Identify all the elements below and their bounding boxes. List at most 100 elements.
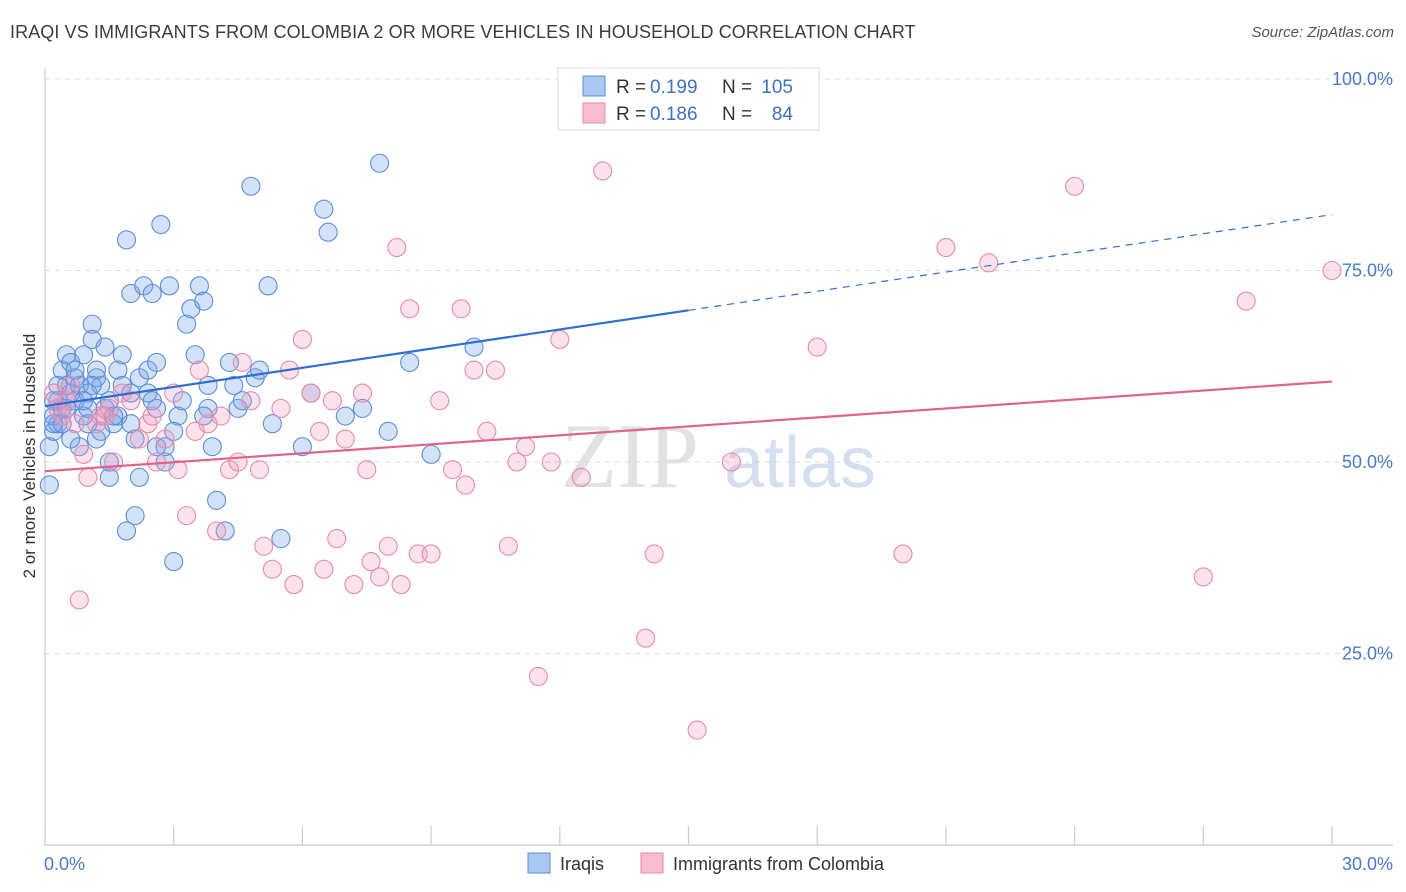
point-colombia — [370, 567, 390, 587]
point-colombia — [936, 237, 956, 258]
point-iraqis — [95, 337, 115, 357]
point-colombia — [687, 720, 707, 740]
point-colombia — [498, 536, 518, 556]
trend-line-iraqis — [44, 309, 689, 408]
point-iraqis — [168, 406, 188, 426]
point-iraqis — [86, 360, 107, 380]
point-colombia — [177, 506, 197, 526]
point-colombia — [142, 406, 162, 426]
point-iraqis — [125, 506, 145, 526]
legend-iraqis-swatch — [527, 852, 551, 874]
point-iraqis — [292, 437, 312, 457]
y-tick-label: 100.0% — [1332, 69, 1393, 89]
point-colombia — [292, 329, 312, 349]
point-colombia — [189, 360, 209, 380]
watermark: ZIP atlas — [561, 405, 876, 507]
point-iraqis — [370, 153, 390, 173]
point-colombia — [541, 452, 561, 472]
point-colombia — [232, 352, 252, 372]
point-colombia — [807, 337, 827, 357]
point-colombia — [455, 475, 475, 495]
point-iraqis — [258, 276, 278, 296]
point-colombia — [344, 575, 364, 595]
point-colombia — [301, 383, 321, 403]
point-colombia — [387, 237, 407, 258]
point-iraqis — [400, 352, 420, 372]
point-iraqis — [159, 276, 179, 296]
point-colombia — [571, 467, 591, 487]
trend-line-iraqis-extension — [688, 213, 1333, 311]
point-colombia — [327, 529, 347, 549]
point-iraqis — [318, 222, 338, 242]
point-colombia — [65, 414, 85, 434]
point-colombia — [451, 299, 471, 319]
point-colombia — [550, 329, 570, 349]
point-iraqis — [335, 406, 355, 426]
point-iraqis — [207, 490, 227, 510]
point-iraqis — [121, 414, 141, 434]
point-colombia — [528, 666, 548, 687]
point-iraqis — [112, 345, 132, 365]
point-iraqis — [151, 214, 171, 235]
y-tick-label: 50.0% — [1342, 452, 1393, 472]
point-iraqis — [99, 467, 119, 487]
point-iraqis — [116, 521, 137, 541]
point-colombia — [515, 437, 536, 457]
point-iraqis — [82, 375, 102, 395]
point-iraqis — [116, 230, 137, 250]
point-colombia — [228, 452, 248, 472]
point-colombia — [335, 429, 355, 449]
legend-blue-swatch — [582, 75, 606, 97]
legend-colombia-label: Immigrants from Colombia — [673, 854, 885, 874]
point-colombia — [121, 391, 141, 411]
point-iraqis — [249, 360, 270, 380]
legend-blue-n-label: N = — [722, 77, 752, 98]
point-colombia — [211, 406, 231, 426]
point-colombia — [129, 429, 149, 449]
point-colombia — [636, 628, 656, 648]
legend-pink-r-label: R = — [616, 104, 646, 125]
point-colombia — [241, 391, 261, 411]
point-iraqis — [352, 398, 373, 418]
point-colombia — [378, 536, 398, 556]
point-colombia — [95, 406, 115, 426]
point-colombia — [391, 575, 411, 595]
point-iraqis — [314, 199, 334, 219]
point-iraqis — [194, 291, 214, 311]
point-colombia — [104, 452, 124, 472]
point-colombia — [721, 452, 741, 472]
point-colombia — [464, 360, 484, 380]
point-colombia — [477, 421, 497, 441]
point-colombia — [61, 375, 81, 395]
legend-blue-r-label: R = — [616, 77, 646, 98]
point-colombia — [430, 391, 450, 411]
point-colombia — [1193, 567, 1213, 587]
point-iraqis — [108, 360, 128, 380]
legend-blue-n-value: 105 — [761, 77, 793, 98]
point-colombia — [1065, 176, 1085, 196]
point-colombia — [249, 460, 270, 480]
point-colombia — [1322, 260, 1342, 281]
point-colombia — [893, 544, 913, 564]
legend-iraqis-label: Iraqis — [560, 854, 604, 874]
point-colombia — [284, 575, 304, 595]
point-iraqis — [82, 314, 102, 334]
chart-title: IRAQI VS IMMIGRANTS FROM COLOMBIA 2 OR M… — [10, 22, 916, 42]
point-colombia — [78, 467, 98, 487]
point-iraqis — [271, 529, 291, 549]
point-colombia — [207, 521, 227, 541]
point-colombia — [352, 383, 373, 403]
point-iraqis — [39, 437, 59, 457]
point-colombia — [322, 391, 342, 411]
legend-colombia-swatch — [640, 852, 664, 874]
point-colombia — [74, 444, 94, 464]
legend-pink-swatch — [582, 102, 606, 124]
watermark-zip: ZIP — [561, 405, 699, 507]
watermark-atlas: atlas — [724, 423, 876, 503]
tick-labels: 100.0% 75.0% 50.0% 25.0% 0.0% 30.0% — [44, 69, 1393, 874]
point-iraqis — [65, 360, 85, 380]
trend-line-colombia — [44, 380, 1333, 473]
point-colombia — [593, 161, 613, 181]
point-iraqis — [202, 437, 222, 457]
